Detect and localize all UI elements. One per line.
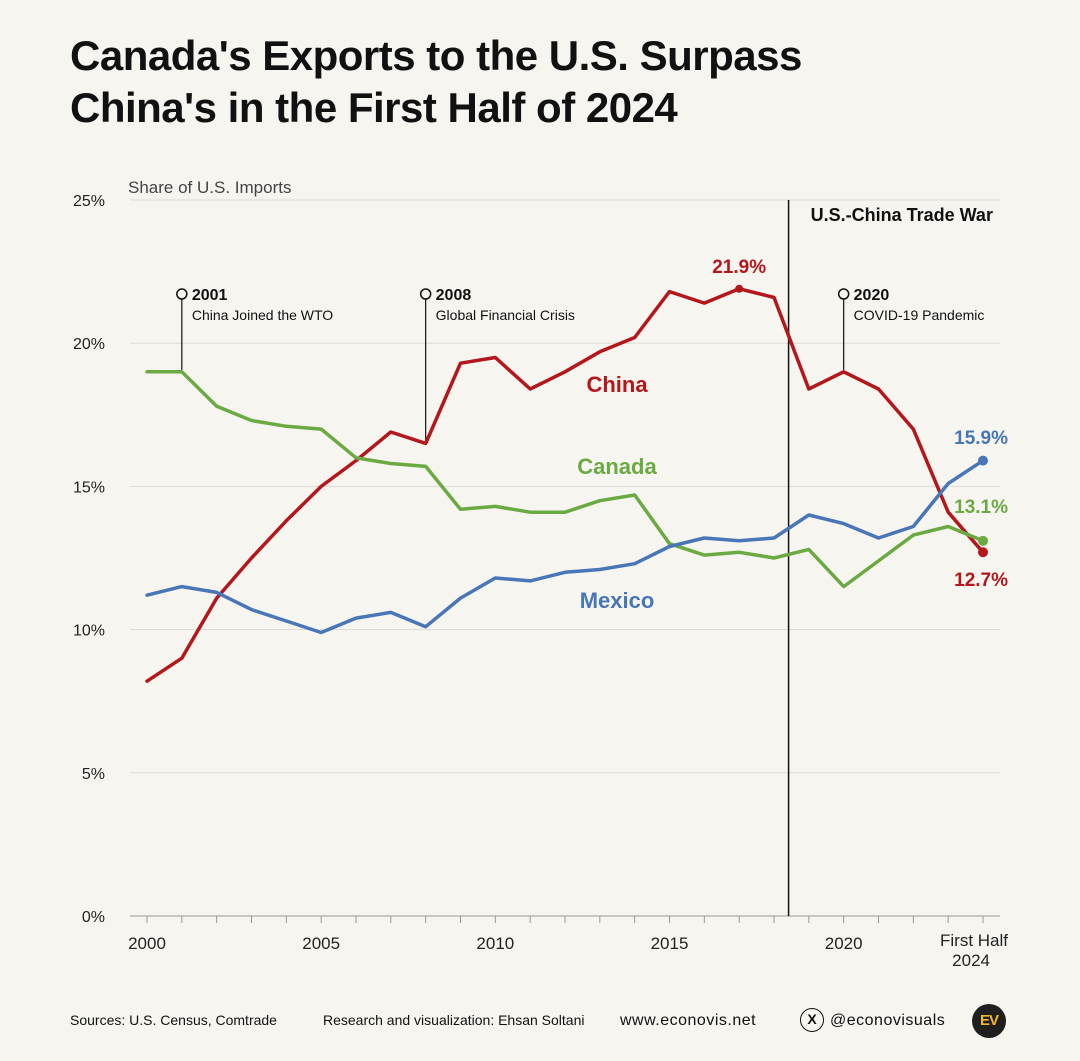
line-chart: 0% 5% 10% 15% 20% 25% Share of U.S. Imports 200…: [73, 178, 1008, 970]
x-tick-label: 2024: [952, 951, 990, 970]
econovis-logo: EV: [972, 1004, 1006, 1038]
x-tick-label: 2020: [825, 934, 863, 953]
annotation-year: 2008: [436, 287, 472, 304]
series-label-mexico: Mexico: [580, 588, 655, 613]
social-handle[interactable]: @econovisuals: [830, 1012, 946, 1029]
x-logo-icon[interactable]: X: [800, 1008, 824, 1032]
series-line-mexico: [145, 458, 985, 635]
annotation-text: China Joined the WTO: [192, 307, 333, 323]
end-value-label-canada: 13.1%: [954, 497, 1008, 518]
y-tick-label: 20%: [73, 336, 105, 353]
x-tick-label: 2015: [651, 934, 689, 953]
annotation-text: Global Financial Crisis: [436, 307, 575, 323]
end-point-china: [978, 547, 988, 558]
peak-point: [735, 284, 744, 293]
end-point-canada: [978, 535, 988, 546]
x-tick-label: 2000: [128, 934, 166, 953]
series-line-canada: [145, 370, 985, 589]
series-line-china: [145, 287, 985, 683]
credit-note: Research and visualization: Ehsan Soltan…: [323, 1012, 585, 1028]
annotation-year: 2020: [854, 287, 890, 304]
annotation-marker: [419, 288, 432, 300]
end-point-mexico: [978, 455, 988, 466]
end-value-label-china: 12.7%: [954, 570, 1008, 591]
title-line-1: Canada's Exports to the U.S. Surpass: [70, 32, 802, 79]
sources-note: Sources: U.S. Census, Comtrade: [70, 1012, 277, 1028]
trade-war-label: U.S.-China Trade War: [811, 205, 993, 225]
end-value-label-mexico: 15.9%: [954, 428, 1008, 449]
series-label-canada: Canada: [577, 454, 657, 479]
website-link[interactable]: www.econovis.net: [620, 1012, 757, 1029]
chart-title: Canada's Exports to the U.S. Surpass Chi…: [70, 30, 802, 134]
annotation-marker: [176, 288, 188, 300]
peak-value-label: 21.9%: [712, 257, 766, 278]
annotation-year: 2001: [192, 287, 228, 304]
y-tick-label: 15%: [73, 479, 105, 496]
y-tick-label: 5%: [82, 766, 105, 783]
y-tick-label: 10%: [73, 623, 105, 640]
x-tick-label: 2010: [476, 934, 514, 953]
title-line-2: China's in the First Half of 2024: [70, 84, 678, 131]
x-tick-label: First Half: [940, 931, 1008, 950]
y-tick-label: 25%: [73, 193, 105, 210]
y-tick-label: 0%: [82, 909, 105, 926]
series-label-china: China: [586, 372, 648, 397]
x-tick-label: 2005: [302, 934, 340, 953]
annotation-marker: [837, 288, 850, 300]
y-axis-label: Share of U.S. Imports: [128, 178, 291, 197]
annotation-text: COVID-19 Pandemic: [854, 307, 985, 323]
